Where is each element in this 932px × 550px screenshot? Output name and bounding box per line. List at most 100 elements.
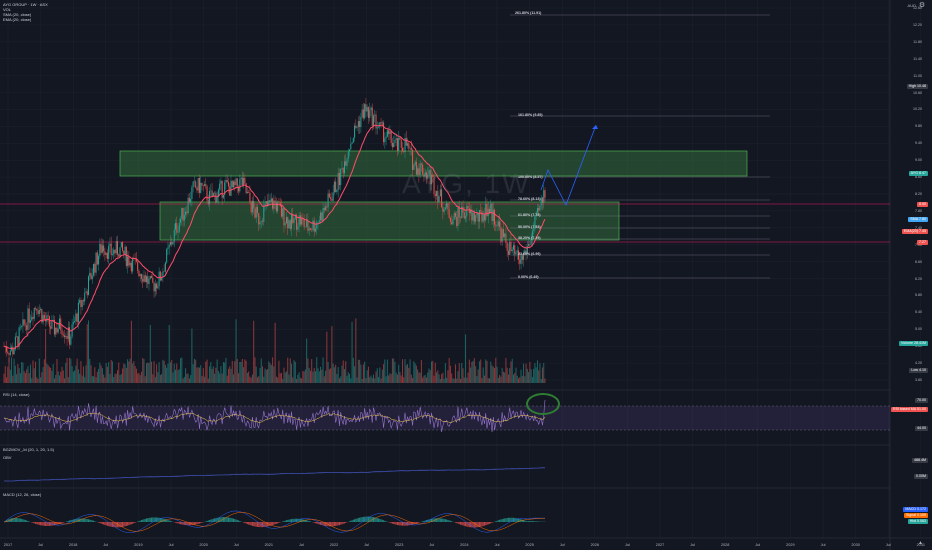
price-tick-label: 8.60 — [915, 175, 922, 180]
macd-bar — [429, 519, 431, 522]
macd-bar — [77, 518, 79, 522]
candle-body — [12, 346, 14, 355]
candle-body — [278, 201, 280, 203]
indicator-vol[interactable]: VOL — [3, 7, 12, 12]
volume-bar — [95, 377, 97, 383]
candle-body — [162, 271, 164, 278]
candle-body — [7, 351, 9, 354]
candle-body — [338, 172, 340, 186]
macd-bar — [401, 522, 403, 526]
candle-body — [153, 282, 155, 292]
candle-body — [137, 261, 139, 271]
volume-bar — [18, 368, 20, 383]
volume-bar — [444, 363, 446, 383]
macd-bar — [51, 522, 53, 526]
candle-body — [197, 177, 199, 191]
macd-bar — [314, 522, 316, 524]
macd-bar — [164, 519, 166, 522]
time-tick-label: 2031 — [916, 543, 926, 547]
volume-bar — [87, 320, 89, 383]
candle-body — [308, 228, 310, 231]
indicator-ema[interactable]: EMA (20, close) — [3, 17, 32, 22]
macd-bar — [177, 522, 179, 524]
volume-bar — [524, 376, 526, 383]
price-tick-label: 4.60 — [915, 344, 922, 349]
candle-body — [307, 220, 309, 231]
candle-body — [496, 225, 498, 227]
candle-body — [447, 203, 449, 210]
candle-body — [222, 195, 224, 198]
volume-bar — [364, 361, 366, 383]
macd-bar — [108, 522, 110, 527]
volume-bar — [442, 372, 444, 383]
macd-bar — [380, 519, 382, 522]
candle-body — [130, 262, 132, 272]
macd-bar — [309, 521, 311, 522]
volume-bar — [384, 359, 386, 383]
candle-body — [171, 242, 173, 245]
macd-bar — [123, 522, 125, 527]
volume-bar — [396, 374, 398, 383]
macd-bar — [465, 522, 467, 527]
rsi-legend[interactable]: RSI (14, close) — [3, 392, 30, 397]
volume-bar — [405, 365, 407, 383]
candle-body — [287, 217, 289, 229]
macd-bar — [210, 519, 212, 522]
volume-bar — [349, 373, 351, 383]
macd-bar — [357, 518, 359, 522]
volume-bar — [514, 372, 516, 383]
volume-bar — [436, 372, 438, 383]
volume-bar — [241, 359, 243, 383]
macd-legend[interactable]: MACD (12, 26, close) — [3, 492, 42, 497]
volume-bar — [376, 368, 378, 383]
candle-body — [215, 192, 217, 203]
obv-legend[interactable]: OBV — [3, 455, 12, 460]
time-tick-label: 2024 — [460, 543, 469, 547]
candle-body — [47, 315, 49, 317]
volume-bar — [180, 358, 182, 383]
candle-body — [124, 246, 126, 255]
third-panel-legend[interactable]: BGZMOV_Jd (20, 1, 20, 1.5) — [3, 447, 54, 452]
volume-bar — [512, 374, 514, 383]
volume-bar — [506, 367, 508, 383]
currency-label[interactable]: AUD — [907, 3, 916, 8]
macd-bar — [24, 520, 26, 522]
macd-bar — [367, 516, 369, 522]
candle-body — [151, 275, 153, 278]
macd-bar — [449, 520, 451, 522]
volume-bar — [539, 363, 541, 383]
candle-body — [347, 151, 349, 159]
macd-bar — [432, 518, 434, 522]
macd-bar — [444, 519, 446, 522]
candle-body — [370, 107, 372, 111]
tradingview-logo-icon: ▲ — [918, 540, 923, 546]
macd-bar — [364, 516, 366, 522]
macd-bar — [250, 522, 252, 526]
volume-bar — [11, 357, 13, 383]
candle-body — [200, 182, 202, 193]
candle-body — [57, 328, 59, 333]
volume-bar — [320, 366, 322, 383]
candle-body — [514, 245, 516, 255]
volume-bar — [468, 359, 470, 383]
macd-bar — [209, 520, 211, 522]
price-tick-label: 8.20 — [915, 192, 922, 196]
symbol-legend[interactable]: AYG GROUP · 1W · ASX VOL SMA (20, close)… — [3, 2, 48, 22]
volume-bar — [521, 375, 523, 383]
low-tag: Low 4.10 — [909, 368, 928, 373]
macd-bar — [283, 521, 285, 522]
volume-bar — [66, 358, 68, 383]
volume-bar — [219, 373, 221, 383]
volume-bar — [308, 367, 310, 383]
candle-body — [9, 350, 11, 355]
gear-icon[interactable]: ⚙ — [918, 2, 926, 9]
time-tick-label: 2025 — [525, 543, 534, 547]
candle-body — [519, 259, 521, 264]
indicator-sma[interactable]: SMA (20, close) — [3, 12, 32, 17]
macd-bar — [192, 522, 194, 525]
candle-body — [534, 216, 536, 230]
candle-body — [390, 131, 392, 143]
volume-bar — [43, 359, 45, 383]
volume-tag: Volume 28.41M — [899, 341, 928, 346]
